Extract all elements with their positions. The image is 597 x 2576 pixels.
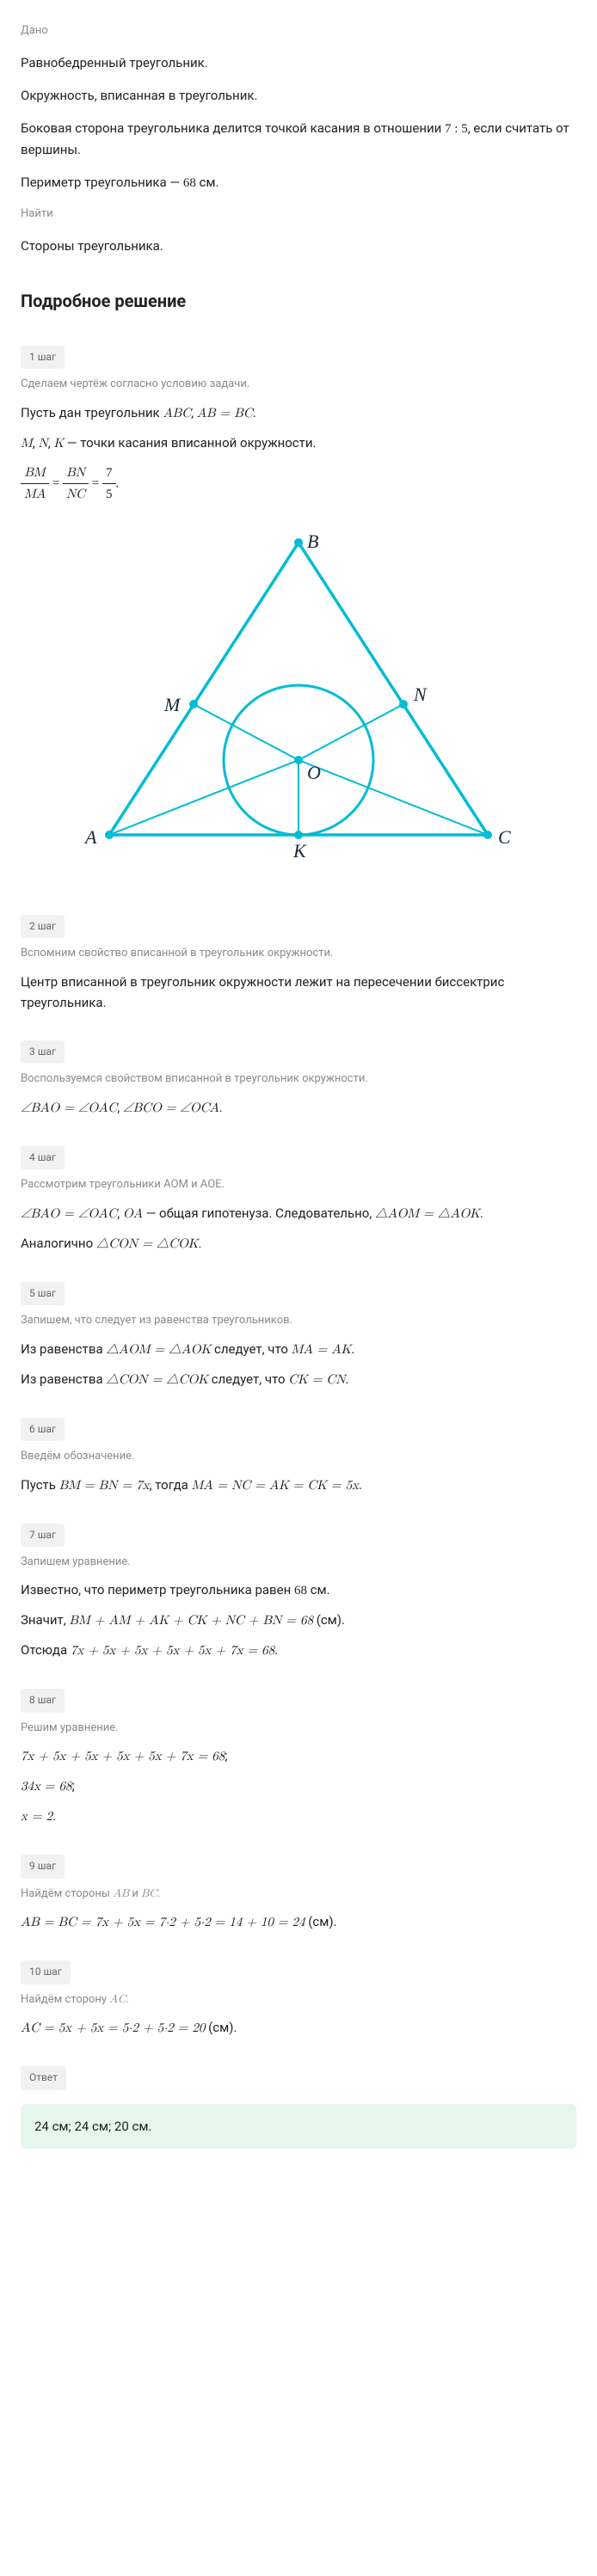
svg-text:M: M — [163, 694, 182, 715]
step-10-desc: Найдём сторону AC. — [21, 1991, 576, 2009]
svg-text:A: A — [83, 826, 97, 848]
step-5-desc: Запишем, что следует из равенства треуго… — [21, 1312, 576, 1330]
given-line-3: Боковая сторона треугольника делится точ… — [21, 118, 576, 160]
step-10-badge: 10 шаг — [21, 1960, 71, 1984]
step-7-text-2: Значит, BM + AM + AK + CK + NC + BN = 68… — [21, 1610, 576, 1631]
step-8-text-3: x = 2. — [21, 1806, 576, 1827]
step-9-badge: 9 шаг — [21, 1855, 65, 1878]
frac-bm: BM — [21, 463, 49, 484]
svg-text:O: O — [307, 762, 321, 783]
step-3-desc: Воспользуемся свойством вписанной в треу… — [21, 1070, 576, 1089]
given-line-4: Периметр треугольника — 68 см. — [21, 172, 576, 193]
step-1-text-1: Пусть дан треугольник ABC, AB = BC. — [21, 402, 576, 424]
diagram-svg: A B C K M N O — [58, 525, 539, 869]
step-9-text-1: AB = BC = 7x + 5x = 7·2 + 5·2 = 14 + 10 … — [21, 1911, 576, 1933]
find-line-1: Стороны треугольника. — [21, 236, 576, 256]
svg-text:B: B — [307, 531, 318, 552]
step-4-desc: Рассмотрим треугольники AOM и AOE. — [21, 1176, 576, 1194]
step-4-text-1: ∠BAO = ∠OAC, OA — общая гипотенуза. След… — [21, 1203, 576, 1224]
step-1-desc: Сделаем чертёж согласно условию задачи. — [21, 376, 576, 394]
given-ratio: 7 : 5 — [445, 122, 468, 136]
step-2-text-1: Центр вписанной в треугольник окружности… — [21, 972, 576, 1013]
find-label: Найти — [21, 205, 576, 224]
frac-5: 5 — [102, 484, 116, 505]
step-1-text-2: M, N, K — точки касания вписанной окружн… — [21, 432, 576, 454]
svg-text:K: K — [292, 840, 307, 862]
frac-ma: MA — [21, 484, 49, 505]
step-7-text-1: Известно, что периметр треугольника раве… — [21, 1579, 576, 1601]
step-5-text-2: Из равенства △CON = △COK следует, что CK… — [21, 1369, 576, 1390]
step-5-badge: 5 шаг — [21, 1282, 65, 1305]
step-3-badge: 3 шаг — [21, 1040, 65, 1064]
step-3-text-1: ∠BAO = ∠OAC, ∠BCO = ∠OCA. — [21, 1097, 576, 1119]
step-8-badge: 8 шаг — [21, 1689, 65, 1712]
step-6-badge: 6 шаг — [21, 1418, 65, 1441]
answer-text: 24 см; 24 см; 20 см. — [34, 2119, 151, 2134]
given-label: Дано — [21, 22, 576, 40]
given-perimeter: 68 — [183, 176, 196, 190]
frac-bn: BN — [63, 463, 89, 484]
step-1-badge: 1 шаг — [21, 346, 65, 369]
given-line-4b: см. — [196, 175, 219, 190]
step-1-text-3: BMMA = BNNC = 75. — [21, 463, 576, 505]
step-8-text-1: 7x + 5x + 5x + 5x + 5x + 7x = 68; — [21, 1745, 576, 1767]
answer-box: 24 см; 24 см; 20 см. — [21, 2104, 576, 2149]
step-2-desc: Вспомним свойство вписанной в треугольни… — [21, 945, 576, 963]
given-line-2: Окружность, вписанная в треугольник. — [21, 85, 576, 106]
given-line-4a: Периметр треугольника — — [21, 175, 183, 190]
step-7-desc: Запишем уравнение. — [21, 1554, 576, 1572]
frac-7: 7 — [102, 463, 116, 484]
step-2-badge: 2 шаг — [21, 915, 65, 938]
step-4-badge: 4 шаг — [21, 1146, 65, 1169]
step-6-text-1: Пусть BM = BN = 7x, тогда MA = NC = AK =… — [21, 1475, 576, 1496]
answer-label: Ответ — [21, 2066, 66, 2089]
frac-nc: NC — [63, 484, 89, 505]
step-6-desc: Введём обозначение. — [21, 1448, 576, 1466]
step-10-text-1: AC = 5x + 5x = 5·2 + 5·2 = 20 (см). — [21, 2017, 576, 2039]
step-8-text-2: 34x = 68; — [21, 1776, 576, 1797]
step-7-text-3: Отсюда 7x + 5x + 5x + 5x + 5x + 7x = 68. — [21, 1640, 576, 1661]
given-line-1: Равнобедренный треугольник. — [21, 52, 576, 73]
solution-title: Подробное решение — [21, 287, 576, 315]
triangle-diagram: A B C K M N O — [21, 525, 576, 875]
svg-text:C: C — [498, 826, 511, 848]
given-line-3a: Боковая сторона треугольника делится точ… — [21, 120, 445, 136]
step-9-desc: Найдём стороны AB и BC. — [21, 1886, 576, 1904]
step-5-text-1: Из равенства △AOM = △AOK следует, что MA… — [21, 1339, 576, 1360]
svg-text:N: N — [413, 684, 428, 705]
step-4-text-2: Аналогично △CON = △COK. — [21, 1233, 576, 1254]
step-7-badge: 7 шаг — [21, 1524, 65, 1547]
step-8-desc: Решим уравнение. — [21, 1720, 576, 1738]
